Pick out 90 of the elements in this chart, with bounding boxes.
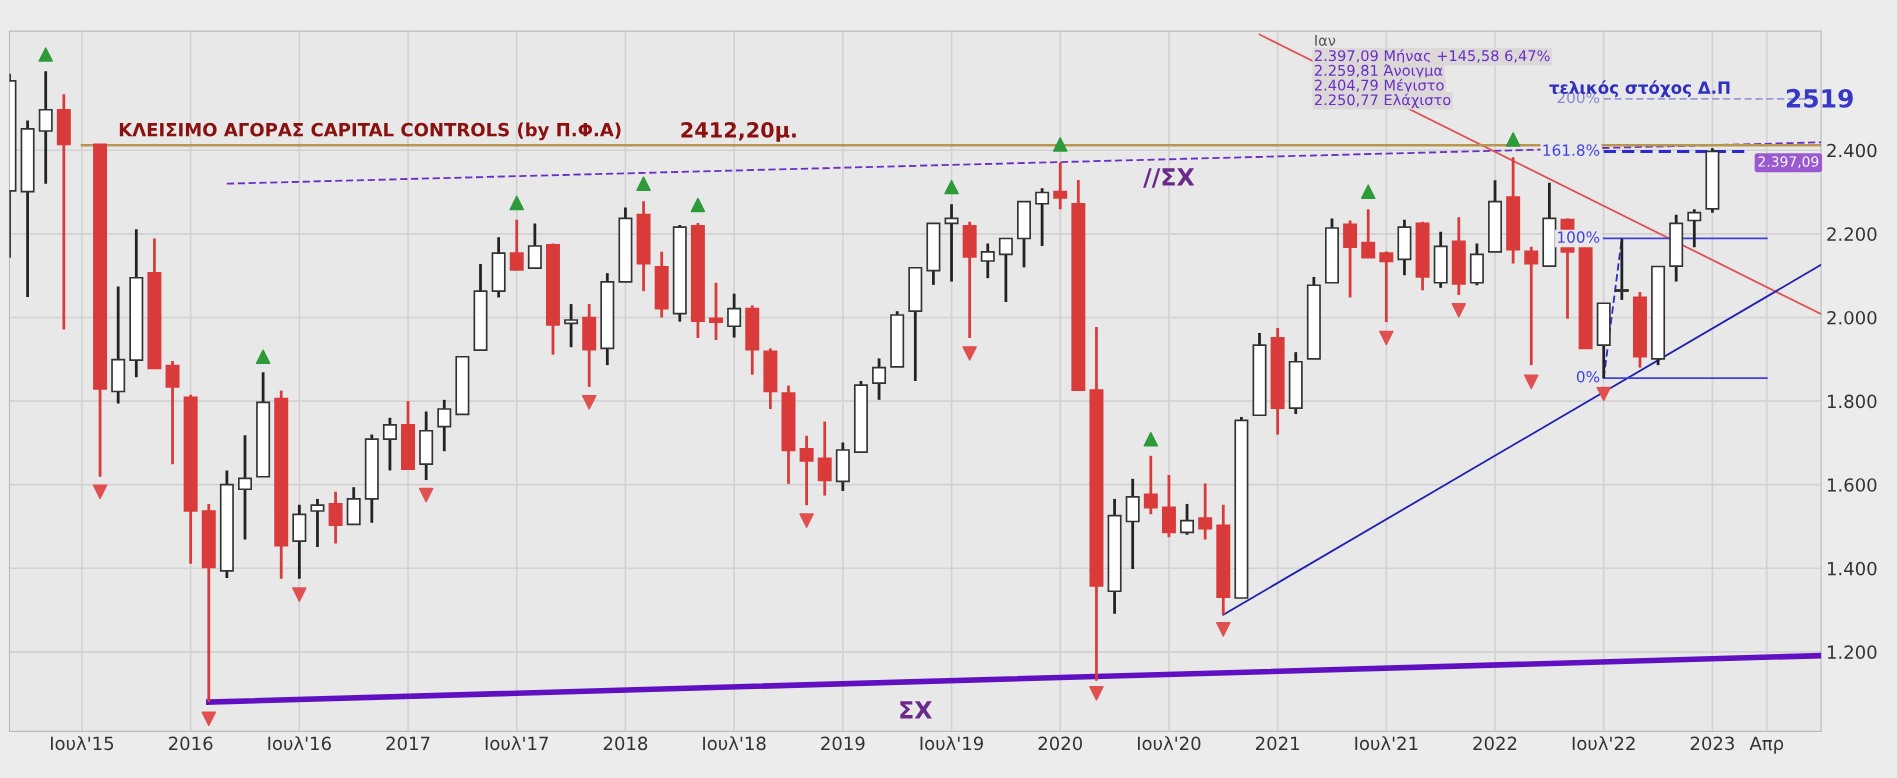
point <box>92 484 108 500</box>
annotation: 2.397,09 <box>1758 156 1819 169</box>
point <box>292 587 307 602</box>
x-tick-label: 2019 <box>821 736 865 751</box>
point <box>1052 137 1068 152</box>
point <box>1451 303 1467 318</box>
point <box>799 513 814 528</box>
point <box>255 349 271 365</box>
candlestick <box>527 222 542 270</box>
x-tick-label: 2022 <box>1473 736 1517 751</box>
series-label: 161.8% <box>1543 144 1600 156</box>
x-tick-label: 2016 <box>169 736 213 751</box>
y-tick-label: 2.200 <box>1827 227 1877 241</box>
point <box>38 47 54 62</box>
candlestick <box>1361 207 1376 260</box>
y-tick-label: 1.800 <box>1827 394 1877 409</box>
candlestick <box>1343 219 1358 299</box>
x-tick-label: Ιουλ'21 <box>1355 736 1418 751</box>
candlestick <box>1379 250 1394 324</box>
candlestick <box>165 359 180 466</box>
point <box>1089 685 1104 701</box>
point <box>581 395 597 410</box>
candlestick <box>799 434 814 507</box>
candlestick <box>564 302 579 349</box>
candlestick <box>817 420 832 497</box>
candlestick <box>1614 237 1629 302</box>
y-tick-label: 2.000 <box>1827 310 1877 325</box>
annotation: 2519 <box>1786 88 1853 108</box>
x-tick-label: Ιουλ'16 <box>268 736 331 751</box>
y-tick-label: 1.600 <box>1827 478 1877 492</box>
y-tick-label: 1.200 <box>1827 645 1877 660</box>
x-tick-label: 2017 <box>386 736 430 751</box>
x-tick-label: Ιουλ'20 <box>1137 736 1201 751</box>
x-tick-label: Ιουλ'15 <box>51 736 114 751</box>
annotation: Ιαν <box>1315 35 1336 46</box>
x-tick-label: Απρ <box>1749 736 1784 754</box>
candlestick <box>437 398 452 453</box>
point <box>1143 431 1159 447</box>
candlestick <box>509 218 524 272</box>
candlestick <box>1035 186 1050 248</box>
y-tick-label: 1.400 <box>1827 561 1877 576</box>
point <box>418 487 434 503</box>
point <box>636 176 651 191</box>
x-tick-label: Ιουλ'19 <box>920 736 983 751</box>
candlestick <box>872 357 887 402</box>
point <box>201 711 217 727</box>
candlestick <box>727 292 742 339</box>
point <box>1215 622 1231 637</box>
candlestick <box>980 242 995 280</box>
annotation: 2.250,77 Ελάχιστο <box>1314 93 1451 109</box>
x-tick-label: 2023 <box>1690 736 1734 751</box>
series-label: 0% <box>1576 370 1600 383</box>
candlestick <box>1180 502 1195 537</box>
point <box>1596 386 1612 402</box>
x-tick-label: 2020 <box>1038 736 1083 751</box>
candlestick <box>38 69 53 186</box>
annotation: 2.259,81 Άνοιγμα <box>1314 64 1443 79</box>
candlestick <box>1687 207 1702 249</box>
candlestick <box>1524 245 1539 367</box>
point <box>1523 374 1539 390</box>
candlestick <box>1198 482 1213 541</box>
point <box>962 346 977 361</box>
series-label: //ΣΧ <box>1143 168 1195 188</box>
point <box>1505 132 1521 147</box>
candlestick <box>310 497 325 549</box>
candlestick <box>1053 160 1068 211</box>
point <box>944 179 959 195</box>
point <box>690 197 706 213</box>
candlestick <box>382 416 397 472</box>
y-tick-label: 2.400 <box>1827 143 1877 158</box>
x-tick-label: Ιουλ'17 <box>485 736 548 751</box>
candlestick <box>709 281 724 342</box>
annotation: 2412,20μ. <box>681 122 796 142</box>
candlestick <box>328 490 343 546</box>
x-tick-label: 2021 <box>1255 736 1299 751</box>
candlestick <box>998 237 1013 304</box>
annotation: 2.404,79 Μέγιστο <box>1314 78 1444 94</box>
x-tick-label: Ιουλ'18 <box>703 736 766 751</box>
candlestick <box>1143 454 1158 516</box>
candlestick <box>238 433 252 541</box>
series-label: ΣΧ <box>900 701 932 719</box>
point <box>1379 330 1394 346</box>
series-label: 100% <box>1558 231 1600 243</box>
candlestick <box>944 202 959 283</box>
x-tick-label: Ιουλ'22 <box>1572 736 1635 751</box>
series-label: ΚΛΕΙΣΙΜΟ ΑΓΟΡΑΣ CAPITAL CONTROLS (by Π.Φ.Α) <box>119 122 621 141</box>
annotation: 2.397,09 Μήνας +145,58 6,47% <box>1314 49 1550 65</box>
x-tick-label: 2018 <box>603 736 648 751</box>
point <box>1360 184 1376 199</box>
point <box>509 195 525 211</box>
